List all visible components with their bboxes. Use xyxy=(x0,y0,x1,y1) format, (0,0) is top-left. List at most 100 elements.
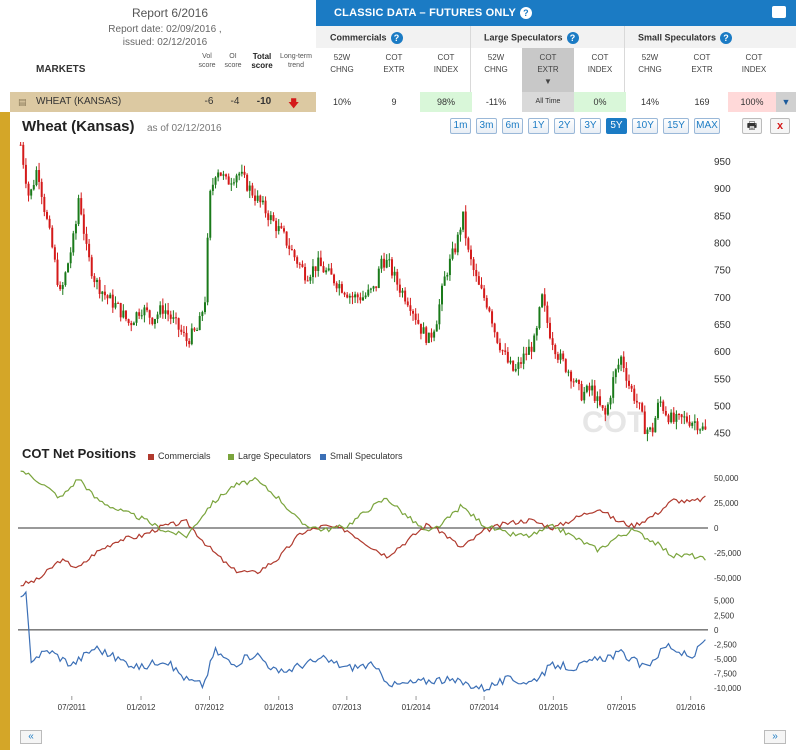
candle-body xyxy=(346,294,349,298)
candle-body xyxy=(548,322,551,339)
series-line xyxy=(20,495,706,587)
candle-body xyxy=(688,421,691,426)
candle-body xyxy=(369,288,372,290)
sort-column-highlight[interactable] xyxy=(522,48,574,92)
candle-body xyxy=(588,385,591,391)
candle-body xyxy=(72,233,75,253)
column-header[interactable]: COT INDEX xyxy=(741,53,767,74)
candle-body xyxy=(325,270,328,273)
candle-body xyxy=(377,268,380,288)
candle-body xyxy=(606,404,609,415)
help-icon[interactable]: ? xyxy=(566,32,579,44)
candle-body xyxy=(433,331,436,338)
candle-body xyxy=(546,305,549,323)
print-icon[interactable] xyxy=(772,6,786,18)
candle-body xyxy=(59,284,62,290)
candle-body xyxy=(280,226,283,229)
x-tick-label: 01/2015 xyxy=(539,703,568,712)
series-line xyxy=(20,590,706,693)
chart-panel: Wheat (Kansas) as of 02/12/2016 1m 3m 6m 1Y… xyxy=(10,112,796,750)
candle-body xyxy=(585,385,588,392)
candle-body xyxy=(56,259,59,285)
column-header[interactable]: 52W CHNG xyxy=(330,53,354,74)
column-header[interactable]: COT EXTR xyxy=(383,53,405,74)
column-header[interactable]: 52W CHNG xyxy=(638,53,662,74)
candle-body xyxy=(496,332,499,343)
candle-body xyxy=(680,414,683,418)
market-cell[interactable]: ▤ WHEAT (KANSAS) -6 -4 -10 🡇 xyxy=(10,92,316,112)
column-header[interactable]: COT EXTR xyxy=(691,53,713,74)
range-button[interactable]: 3m xyxy=(476,118,497,134)
candle-body xyxy=(132,322,135,326)
candle-body xyxy=(214,177,217,185)
candle-body xyxy=(82,214,85,234)
candle-body xyxy=(367,289,370,296)
candle-body xyxy=(522,353,525,364)
help-icon[interactable]: ? xyxy=(520,7,533,20)
candle-body xyxy=(261,200,264,203)
column-header[interactable]: 52W CHNG xyxy=(484,53,508,74)
candle-body xyxy=(290,249,293,251)
candle-body xyxy=(451,248,454,259)
candle-body xyxy=(77,198,80,225)
range-button[interactable]: 10Y xyxy=(632,118,658,134)
range-button[interactable]: 15Y xyxy=(663,118,689,134)
candle-body xyxy=(417,319,420,324)
candle-body xyxy=(40,181,43,197)
candle-body xyxy=(143,307,146,316)
candle-body xyxy=(169,314,172,319)
candle-body xyxy=(483,288,486,298)
close-icon[interactable]: x xyxy=(770,118,790,134)
candle-body xyxy=(464,211,467,239)
range-button[interactable]: 6m xyxy=(502,118,523,134)
candle-body xyxy=(530,346,533,352)
column-header[interactable]: COT INDEX xyxy=(433,53,459,74)
oi-score: -4 xyxy=(230,96,240,107)
row-value: 0% xyxy=(574,92,626,112)
x-tick-label: 07/2014 xyxy=(470,703,499,712)
range-button[interactable]: 5Y xyxy=(606,118,627,134)
candle-body xyxy=(90,257,93,277)
candle-body xyxy=(572,381,575,383)
help-icon[interactable]: ? xyxy=(720,32,733,44)
candle-body xyxy=(135,312,138,323)
candle-body xyxy=(96,279,99,283)
chart-icon: ▤ xyxy=(18,97,27,107)
candle-body xyxy=(93,276,96,283)
legend-item[interactable]: Small Speculators xyxy=(320,451,403,461)
y-tick-label: 0 xyxy=(714,524,719,533)
category-row: Commercials? Large Speculators? Small Sp… xyxy=(316,26,796,48)
candle-body xyxy=(222,174,225,176)
legend-label: Large Speculators xyxy=(238,451,312,461)
candle-body xyxy=(577,379,580,384)
candle-body xyxy=(583,391,586,401)
candle-body xyxy=(246,174,249,191)
y-tick-label: -10,000 xyxy=(714,684,742,693)
candle-body xyxy=(319,257,322,267)
print-icon[interactable]: 🖶 xyxy=(742,118,762,134)
candle-body xyxy=(196,330,199,332)
y-tick-label: 550 xyxy=(714,374,731,385)
candle-body xyxy=(138,312,141,316)
report-issued: issued: 02/12/2016 xyxy=(122,37,208,48)
legend-item[interactable]: Large Speculators xyxy=(228,451,311,461)
range-button[interactable]: 1Y xyxy=(528,118,549,134)
next-button[interactable]: » xyxy=(764,730,786,744)
candle-body xyxy=(491,311,494,324)
column-header[interactable]: COT EXTR ▼ xyxy=(537,53,559,86)
range-button[interactable]: 3Y xyxy=(580,118,601,134)
column-header[interactable]: COT INDEX xyxy=(587,53,613,74)
candle-body xyxy=(604,408,607,415)
prev-button[interactable]: « xyxy=(20,730,42,744)
candle-body xyxy=(180,329,183,332)
range-button[interactable]: 2Y xyxy=(554,118,575,134)
expand-chevron-icon[interactable]: ▼ xyxy=(776,92,796,112)
candle-body xyxy=(227,176,230,185)
market-row[interactable]: ▤ WHEAT (KANSAS) -6 -4 -10 🡇 10% 9 98% -11%… xyxy=(0,92,796,112)
legend-item[interactable]: Commercials xyxy=(148,451,211,461)
range-button[interactable]: MAX xyxy=(694,118,720,134)
range-button[interactable]: 1m xyxy=(450,118,471,134)
help-icon[interactable]: ? xyxy=(390,32,403,44)
row-value: 100% xyxy=(728,92,776,112)
trend-header: Long-term trend xyxy=(280,53,312,69)
